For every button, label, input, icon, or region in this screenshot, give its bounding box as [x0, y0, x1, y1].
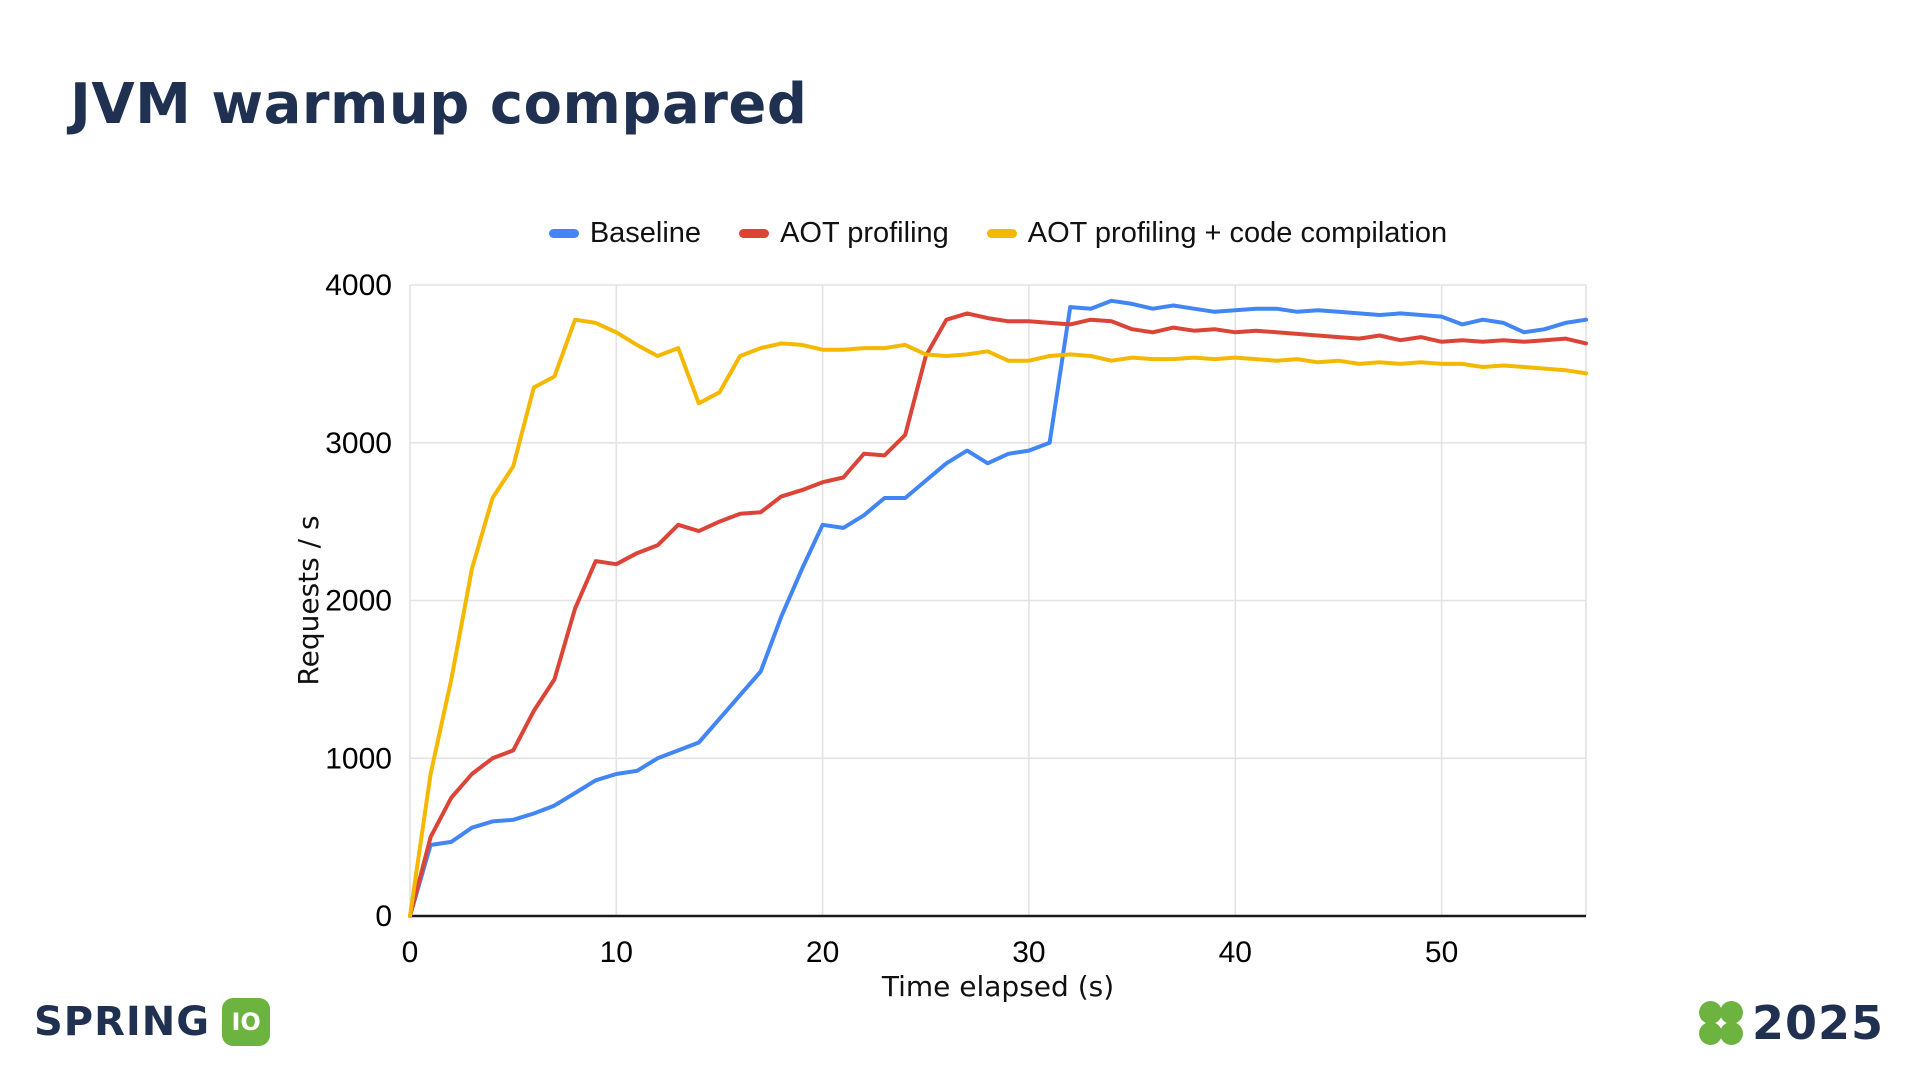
legend-label: AOT profiling + code compilation	[1027, 216, 1448, 249]
legend-swatch-icon	[986, 228, 1017, 238]
x-tick-label: 10	[600, 936, 633, 969]
legend-item-baseline: Baseline	[548, 216, 702, 250]
legend-swatch-icon	[739, 228, 770, 238]
clover-icon	[1699, 1001, 1743, 1045]
y-tick-label: 3000	[325, 427, 392, 460]
legend-swatch-icon	[548, 228, 579, 238]
x-tick-label: 0	[402, 936, 419, 969]
footer-year-logo: 2025	[1698, 996, 1884, 1050]
y-tick-label: 1000	[325, 742, 392, 775]
legend-item-aot-profiling: AOT profiling	[739, 217, 949, 250]
x-tick-label: 20	[806, 936, 839, 969]
chart-svg: 0 1000 2000 3000 4000 0 10 20 30 40 50 Time elapsed…	[292, 269, 1588, 1003]
series-line-aot-profiling-code-compilation	[408, 317, 1588, 918]
x-tick-label: 40	[1219, 936, 1252, 969]
legend-item-aot-profiling-code-compilation: AOT profiling + code compilation	[986, 216, 1448, 250]
chart-legend: Baseline AOT profiling AOT profiling + cod…	[410, 212, 1586, 254]
legend-label: Baseline	[589, 216, 702, 249]
spring-logo-text: SPRING	[34, 999, 211, 1045]
x-tick-label: 50	[1425, 936, 1458, 969]
series-line-aot-profiling	[408, 311, 1588, 918]
x-axis-label: Time elapsed (s)	[881, 970, 1114, 1003]
y-tick-label: 4000	[325, 269, 392, 302]
spring-io-badge-icon: IO	[222, 998, 271, 1046]
y-tick-label: 0	[375, 900, 392, 933]
legend-label: AOT profiling	[780, 216, 949, 249]
year-text: 2025	[1751, 996, 1884, 1050]
series-line-baseline	[408, 298, 1588, 918]
footer-spring-logo: SPRING IO	[34, 998, 271, 1046]
y-tick-label: 2000	[325, 585, 392, 618]
x-tick-label: 30	[1012, 936, 1045, 969]
page-title: JVM warmup compared	[70, 72, 808, 137]
y-axis-label: Requests / s	[292, 515, 325, 685]
chart-area: 0 1000 2000 3000 4000 0 10 20 30 40 50 Time elapsed…	[230, 200, 1630, 1020]
